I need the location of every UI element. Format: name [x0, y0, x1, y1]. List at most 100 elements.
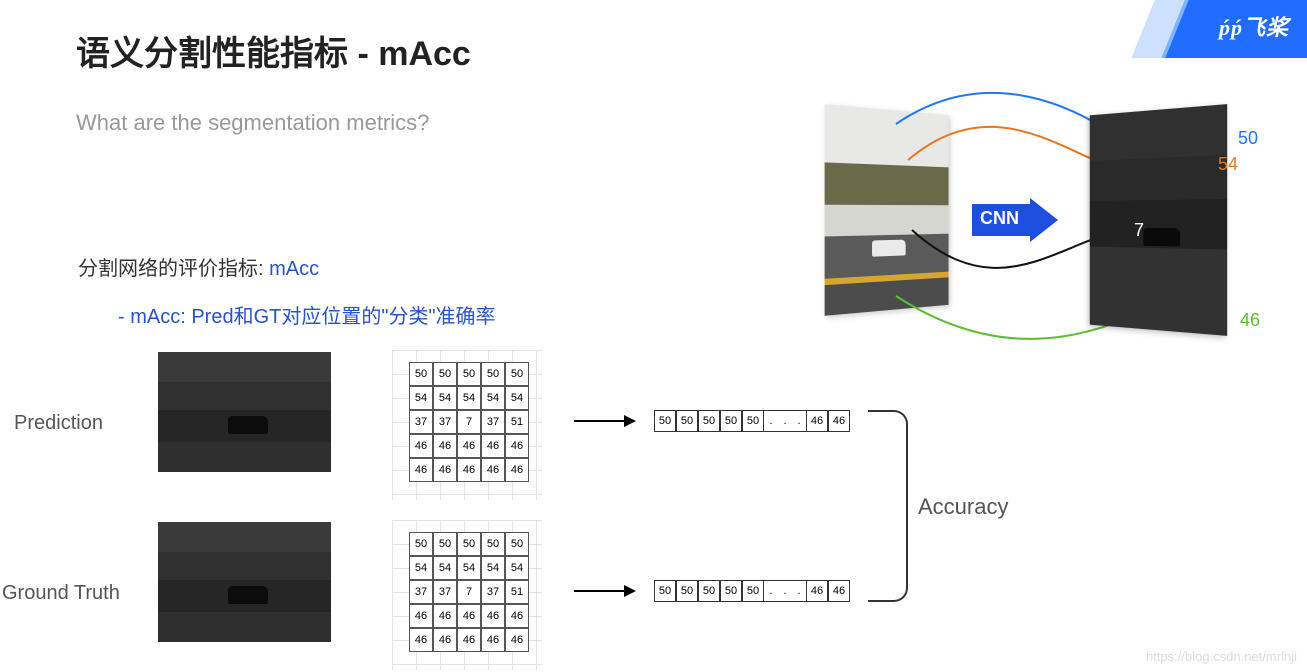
grid-cell: 46: [409, 604, 433, 628]
grid-cell: 50: [505, 532, 529, 556]
grid-cell: 50: [409, 532, 433, 556]
logo-prefix: ṕṕ: [1219, 15, 1243, 40]
grid-cell: 46: [433, 628, 457, 652]
flat-cell: 50: [720, 580, 742, 602]
watermark: https://blog.csdn.net/mrlnji: [1146, 649, 1297, 664]
flat-cell: 46: [828, 410, 850, 432]
grid-pred: 5050505050545454545437377375146464646464…: [409, 362, 529, 482]
section-metric: mAcc: [269, 258, 319, 280]
grid-cell: 54: [481, 556, 505, 580]
bullet-text: mAcc: Pred和GT对应位置的"分类"准确率: [130, 306, 495, 328]
grid-cell: 7: [457, 410, 481, 434]
label-7: 7: [1134, 220, 1144, 241]
seg-car: [228, 416, 268, 434]
section-prefix: 分割网络的评价指标:: [78, 258, 269, 280]
grid-cell: 37: [481, 580, 505, 604]
flat-cell: 46: [828, 580, 850, 602]
prediction-image: [158, 352, 331, 472]
accuracy-label: Accuracy: [918, 494, 1008, 520]
grid-cell: 54: [457, 386, 481, 410]
page-title: 语义分割性能指标 - mAcc: [76, 26, 471, 75]
bullet-dash: -: [118, 306, 130, 328]
logo-text: ṕṕ飞桨: [1219, 10, 1289, 42]
flat-cell: 50: [742, 580, 764, 602]
section-heading: 分割网络的评价指标: mAcc: [78, 252, 319, 281]
grid-cell: 54: [409, 386, 433, 410]
flat-cell: 50: [742, 410, 764, 432]
grid-cell: 37: [481, 410, 505, 434]
grid-gt: 5050505050545454545437377375146464646464…: [409, 532, 529, 652]
flat-row-gt: 5050505050...4646: [654, 580, 850, 602]
grid-cell: 46: [433, 434, 457, 458]
flat-cell: 46: [806, 410, 828, 432]
grid-cell: 46: [481, 628, 505, 652]
grid-cell: 46: [433, 604, 457, 628]
grid-cell: 7: [457, 580, 481, 604]
grid-cell: 51: [505, 580, 529, 604]
grid-cell: 54: [433, 556, 457, 580]
cnn-arrow-icon: CNN: [972, 198, 1058, 242]
grid-cell: 37: [433, 580, 457, 604]
grid-cell: 50: [433, 362, 457, 386]
grid-cell: 46: [457, 604, 481, 628]
grid-cell: 50: [409, 362, 433, 386]
grid-cell: 46: [409, 458, 433, 482]
flat-ellipsis: .: [792, 410, 806, 432]
grid-cell: 54: [505, 556, 529, 580]
brace-icon: [868, 410, 908, 602]
grid-cell: 46: [457, 628, 481, 652]
grid-cell: 46: [505, 458, 529, 482]
label-46: 46: [1240, 310, 1260, 331]
flat-cell: 50: [654, 410, 676, 432]
groundtruth-label: Ground Truth: [2, 582, 120, 605]
grid-cell: 46: [505, 604, 529, 628]
output-segmap: [1090, 104, 1227, 336]
cnn-text: CNN: [980, 208, 1019, 229]
flat-cell: 50: [676, 410, 698, 432]
flat-cell: 50: [698, 580, 720, 602]
grid-cell: 54: [481, 386, 505, 410]
flat-ellipsis: .: [764, 410, 778, 432]
flat-cell: 50: [676, 580, 698, 602]
seg-ground: [158, 442, 331, 472]
bullet-line: - mAcc: Pred和GT对应位置的"分类"准确率: [118, 300, 496, 329]
logo-cn: 飞桨: [1243, 15, 1289, 40]
grid-cell: 50: [481, 532, 505, 556]
seg-ground: [158, 612, 331, 642]
grid-cell: 46: [433, 458, 457, 482]
grid-cell: 50: [457, 532, 481, 556]
grid-cell: 46: [505, 628, 529, 652]
grid-cell: 37: [409, 410, 433, 434]
label-54: 54: [1218, 154, 1238, 175]
flat-ellipsis: .: [778, 580, 792, 602]
flat-cell: 50: [698, 410, 720, 432]
grid-cell: 46: [481, 604, 505, 628]
grid-cell: 54: [433, 386, 457, 410]
grid-cell: 50: [481, 362, 505, 386]
flat-ellipsis: .: [764, 580, 778, 602]
grid-cell: 46: [505, 434, 529, 458]
arrow-pred: [574, 420, 634, 422]
grid-cell: 37: [433, 410, 457, 434]
grid-cell: 46: [481, 458, 505, 482]
flat-cell: 46: [806, 580, 828, 602]
grid-cell: 46: [481, 434, 505, 458]
logo: ṕṕ飞桨: [1087, 0, 1307, 58]
grid-cell: 50: [505, 362, 529, 386]
grid-cell: 46: [457, 434, 481, 458]
grid-cell: 54: [409, 556, 433, 580]
flat-cell: 50: [654, 580, 676, 602]
flat-ellipsis: .: [778, 410, 792, 432]
grid-cell: 50: [433, 532, 457, 556]
arrow-gt: [574, 590, 634, 592]
grid-cell: 37: [409, 580, 433, 604]
flat-cell: 50: [720, 410, 742, 432]
grid-cell: 46: [457, 458, 481, 482]
grid-cell: 46: [409, 628, 433, 652]
groundtruth-image: [158, 522, 331, 642]
grid-cell: 54: [457, 556, 481, 580]
seg-car: [228, 586, 268, 604]
grid-cell: 46: [409, 434, 433, 458]
grid-cell: 54: [505, 386, 529, 410]
flat-ellipsis: .: [792, 580, 806, 602]
